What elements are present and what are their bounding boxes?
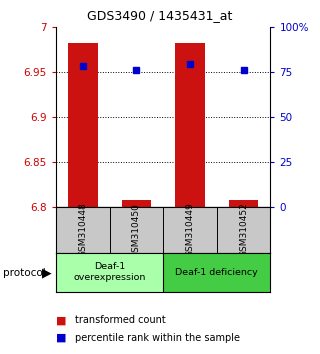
Bar [122,200,151,207]
Text: ■: ■ [56,333,67,343]
Bar [229,200,258,207]
Text: Deaf-1 deficiency: Deaf-1 deficiency [175,268,258,277]
Bar [163,253,270,292]
Bar [56,253,163,292]
Bar [68,43,98,207]
Text: Deaf-1
overexpression: Deaf-1 overexpression [73,262,146,281]
Text: GSM310452: GSM310452 [239,203,248,257]
Text: GSM310448: GSM310448 [78,203,87,257]
Text: ▶: ▶ [42,266,51,279]
Text: ■: ■ [56,315,67,325]
Bar [175,43,205,207]
Text: GSM310450: GSM310450 [132,202,141,258]
Text: GDS3490 / 1435431_at: GDS3490 / 1435431_at [87,9,233,22]
Text: protocol: protocol [3,268,46,278]
Text: percentile rank within the sample: percentile rank within the sample [75,333,240,343]
Text: transformed count: transformed count [75,315,166,325]
Text: GSM310449: GSM310449 [186,203,195,257]
